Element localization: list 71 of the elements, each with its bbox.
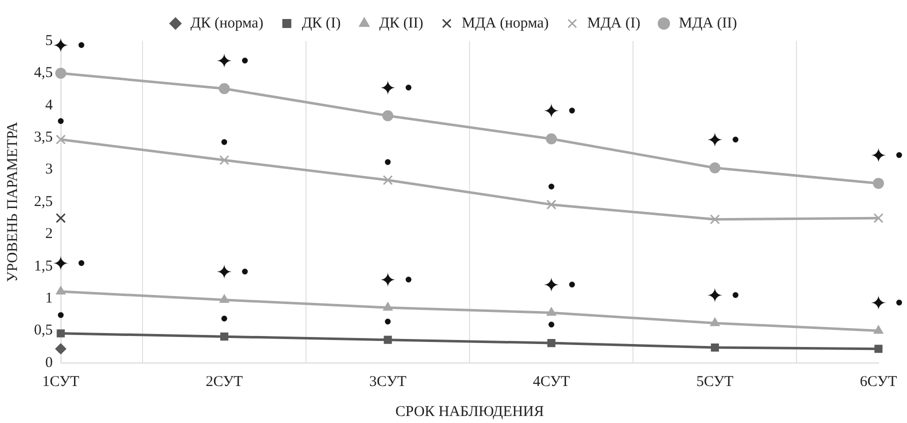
point — [709, 162, 720, 174]
point — [55, 68, 66, 79]
x-tick-label: 4СУТ — [532, 374, 570, 390]
annotation: • — [545, 174, 558, 199]
point — [218, 83, 230, 94]
x-tick-label: 5СУТ — [696, 374, 734, 390]
x-tick-label: 1СУТ — [42, 374, 80, 390]
annotation: ✦ • — [870, 291, 905, 316]
annotation: ✦ • — [870, 144, 905, 168]
y-tick-label: 4,5 — [34, 65, 53, 82]
point — [546, 200, 556, 210]
annotation: • — [382, 310, 394, 334]
annotation: ✦ • — [379, 76, 414, 100]
point — [873, 213, 884, 224]
annotation: • — [54, 304, 67, 328]
annotation: ✦ • — [216, 260, 251, 284]
point — [383, 302, 393, 311]
x-axis-title: СРОК НАБЛЮДЕНИЯ — [395, 404, 544, 420]
annotation: • — [218, 306, 230, 331]
legend-label: ДК (II) — [379, 15, 424, 32]
point — [55, 343, 66, 354]
annotation: • — [545, 313, 558, 338]
legend-label: МДА (I) — [587, 15, 640, 32]
y-tick-label: 2 — [45, 226, 53, 242]
y-tick-label: 1,5 — [34, 258, 53, 274]
x-tick-label: 2СУТ — [206, 374, 243, 390]
point — [382, 110, 394, 122]
point — [874, 344, 882, 353]
point — [56, 329, 65, 338]
annotation: ✦ • — [542, 272, 578, 297]
point — [56, 134, 66, 145]
point — [546, 133, 557, 144]
point — [710, 214, 720, 224]
annotation: ✦ • — [542, 99, 578, 124]
point — [710, 318, 720, 326]
point — [219, 155, 230, 166]
point — [219, 294, 230, 303]
annotation: ✦ • — [706, 128, 742, 152]
annotation: ✦ • — [52, 33, 88, 58]
x-tick-label: 6СУТ — [860, 374, 897, 390]
annotation: • — [218, 130, 230, 154]
annotation: ✦ • — [379, 268, 414, 292]
x-tick-label: 3СУТ — [369, 374, 406, 390]
y-tick-label: 3,5 — [34, 130, 53, 146]
point — [384, 336, 392, 344]
point — [710, 344, 719, 352]
legend-label: МДА (норма) — [462, 15, 549, 32]
legend-label: ДК (норма) — [190, 15, 264, 32]
point — [56, 213, 66, 224]
point — [546, 307, 556, 316]
y-tick-label: 1 — [45, 290, 53, 307]
y-tick-label: 0,5 — [34, 322, 53, 339]
legend-label: МДА (II) — [678, 15, 738, 32]
annotation: • — [54, 110, 67, 134]
annotation: ✦ • — [706, 283, 742, 308]
annotation: ✦ • — [52, 252, 88, 276]
legend-label: ДК (I) — [302, 15, 341, 32]
y-tick-label: 0 — [45, 354, 53, 371]
point — [872, 178, 884, 189]
y-tick-label: 5 — [45, 32, 53, 49]
point — [220, 332, 228, 341]
y-tick-label: 3 — [45, 162, 53, 178]
point — [382, 175, 393, 186]
y-tick-label: 2,5 — [34, 194, 53, 210]
annotation: ✦ • — [216, 48, 251, 73]
y-tick-label: 4 — [45, 97, 54, 114]
point — [547, 339, 556, 348]
annotation: • — [382, 150, 394, 174]
y-axis-title: УРОВЕНЬ ПАРАМЕТРА — [4, 122, 21, 282]
point — [874, 325, 884, 334]
point — [56, 286, 66, 295]
